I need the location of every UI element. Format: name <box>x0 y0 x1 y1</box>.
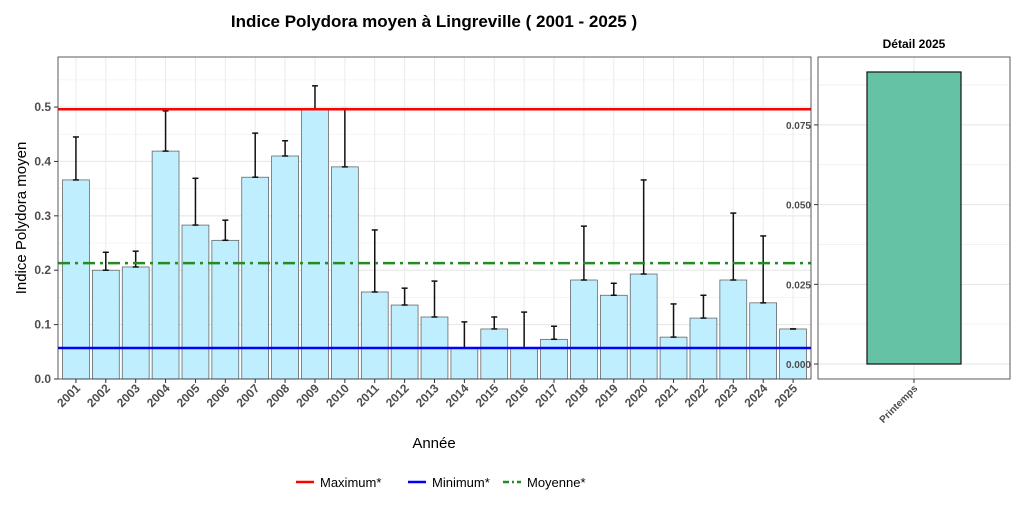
x-tick-label: 2023 <box>712 381 741 410</box>
bar <box>301 108 329 380</box>
legend-label: Moyenne* <box>527 475 586 490</box>
x-tick-label: Printemps <box>878 383 921 426</box>
y-tick-label: 0.4 <box>34 154 51 168</box>
y-tick-label: 0.0 <box>34 372 51 386</box>
y-tick-label: 0.000 <box>786 360 811 371</box>
x-tick-label: 2011 <box>354 381 383 410</box>
legend-label: Minimum* <box>432 475 490 490</box>
bar <box>719 279 748 380</box>
x-axis-label: Année <box>412 435 455 452</box>
y-tick-label: 0.025 <box>786 280 811 291</box>
x-tick-label: 2009 <box>293 381 322 410</box>
bar <box>92 269 120 380</box>
bar <box>866 71 962 365</box>
bar <box>540 338 568 380</box>
bar <box>599 294 628 380</box>
x-tick-label: 2018 <box>562 381 591 410</box>
bar <box>570 279 598 380</box>
bar <box>749 302 777 380</box>
x-tick-label: 2003 <box>114 381 143 410</box>
x-tick-label: 2016 <box>502 381 531 410</box>
y-tick-label: 0.1 <box>34 318 51 332</box>
x-tick-label: 2020 <box>622 381 651 410</box>
main-chart-title: Indice Polydora moyen à Lingreville ( 20… <box>231 12 637 31</box>
x-tick-label: 2008 <box>263 381 292 410</box>
bar <box>360 291 389 380</box>
legend-label: Maximum* <box>320 475 381 490</box>
y-tick-label: 0.050 <box>786 201 811 212</box>
bar <box>331 166 359 380</box>
y-axis-label: Indice Polydora moyen <box>13 142 30 295</box>
bar <box>271 155 299 380</box>
y-tick-label: 0.2 <box>34 263 51 277</box>
detail-chart-title: Détail 2025 <box>883 37 946 51</box>
x-tick-label: 2015 <box>473 381 502 410</box>
x-tick-label: 2014 <box>443 381 472 410</box>
bar <box>450 347 479 380</box>
x-tick-label: 2024 <box>742 381 771 410</box>
bar <box>241 176 270 380</box>
x-tick-label: 2012 <box>383 381 412 410</box>
x-tick-label: 2017 <box>532 381 561 410</box>
x-tick-label: 2004 <box>144 381 173 410</box>
bar <box>659 336 688 380</box>
x-tick-label: 2022 <box>682 381 711 410</box>
legend: Maximum* Minimum* Moyenne* <box>296 475 586 490</box>
bar <box>151 150 180 380</box>
x-tick-label: 2001 <box>54 381 83 410</box>
bar <box>181 224 210 380</box>
x-tick-label: 2025 <box>771 381 800 410</box>
bar <box>211 239 240 380</box>
x-tick-label: 2021 <box>652 381 681 410</box>
bar <box>779 328 807 380</box>
y-tick-label: 0.075 <box>786 121 811 132</box>
bar <box>510 347 538 380</box>
y-tick-label: 0.5 <box>34 100 51 114</box>
x-tick-label: 2007 <box>234 381 263 410</box>
x-tick-label: 2010 <box>323 381 352 410</box>
x-tick-label: 2002 <box>84 381 113 410</box>
bar <box>629 273 658 380</box>
x-tick-label: 2013 <box>413 381 442 410</box>
x-tick-label: 2019 <box>592 381 621 410</box>
bar <box>62 179 90 380</box>
bar <box>121 266 150 380</box>
x-tick-label: 2005 <box>174 381 203 410</box>
bar <box>390 304 419 380</box>
x-tick-label: 2006 <box>204 381 233 410</box>
bar <box>480 328 509 380</box>
y-tick-label: 0.3 <box>34 209 51 223</box>
